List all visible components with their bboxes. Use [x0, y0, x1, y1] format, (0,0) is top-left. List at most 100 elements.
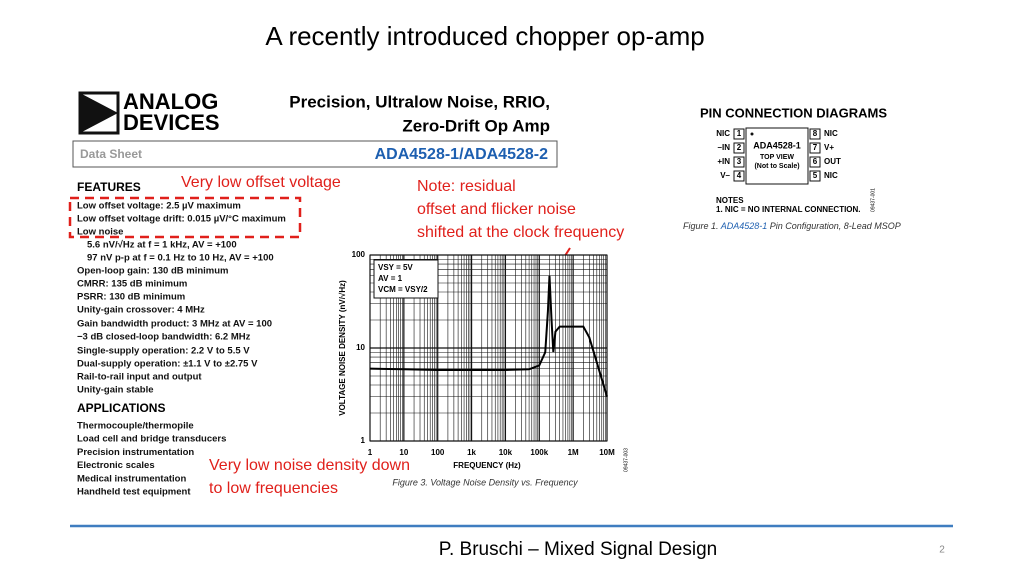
section-title: FEATURES	[77, 180, 141, 194]
header-bar	[72, 140, 558, 168]
feature: Open-loop gain: 130 dB minimum	[77, 266, 228, 277]
chip	[745, 127, 809, 185]
heading: Precision, Ultralow Noise, RRIO,	[289, 92, 550, 111]
feature: −3 dB closed-loop bandwidth: 6.2 MHz	[77, 332, 251, 343]
pin-number: 4	[737, 171, 742, 180]
annotation: Note: residual	[417, 178, 516, 195]
footer-text: P. Bruschi – Mixed Signal Design	[439, 539, 717, 560]
pin-box	[733, 170, 745, 182]
pin-number: 6	[813, 157, 818, 166]
pin-box	[809, 128, 821, 140]
feature: Low offset voltage: 2.5 µV maximum	[77, 201, 241, 212]
legend-text: AV = 1	[378, 274, 403, 283]
feature: Rail-to-rail input and output	[77, 372, 202, 383]
pin-title: PIN CONNECTION DIAGRAMS	[700, 105, 887, 120]
logo-mark	[80, 93, 118, 133]
y-tick-label: 100	[352, 250, 366, 259]
chip-text: (Not to Scale)	[754, 163, 799, 170]
noise-curve	[369, 275, 608, 397]
x-tick-label: 1	[368, 448, 373, 457]
pin-label: NIC	[824, 171, 838, 180]
feature: 97 nV p-p at f = 0.1 Hz to 10 Hz, AV = +…	[87, 253, 274, 264]
annotation: Very low offset voltage	[181, 174, 341, 191]
pin-number: 7	[813, 143, 818, 152]
feature: Gain bandwidth product: 3 MHz at AV = 10…	[77, 319, 272, 330]
feature: Low noise	[77, 227, 123, 238]
application: Handheld test equipment	[77, 487, 191, 498]
pin-label: V+	[824, 143, 834, 152]
logo-frame	[78, 91, 120, 135]
pin-box	[733, 128, 745, 140]
x-tick-label: 10M	[599, 448, 615, 457]
feature: Single-supply operation: 2.2 V to 5.5 V	[77, 346, 250, 357]
caption-part: Pin Configuration, 8-Lead MSOP	[767, 221, 901, 231]
chip-text: ADA4528-1	[753, 140, 801, 150]
y-tick-label: 1	[361, 436, 366, 445]
application: Thermocouple/thermopile	[77, 421, 194, 432]
heading: Zero-Drift Op Amp	[402, 116, 550, 135]
pin-box	[733, 156, 745, 168]
pin-label: OUT	[824, 157, 841, 166]
part-number: ADA4528-1/ADA4528-2	[375, 146, 549, 163]
application: Electronic scales	[77, 460, 155, 471]
feature: PSRR: 130 dB minimum	[77, 292, 185, 303]
note: 1. NIC = NO INTERNAL CONNECTION.	[716, 205, 861, 214]
x-tick-label: 1k	[467, 448, 476, 457]
x-axis-label: FREQUENCY (Hz)	[453, 461, 521, 470]
page-number: 2	[939, 545, 945, 556]
feature: CMRR: 135 dB minimum	[77, 279, 187, 290]
datasheet-label: Data Sheet	[80, 147, 142, 161]
application: Medical instrumentation	[77, 473, 186, 484]
y-tick-label: 10	[356, 343, 365, 352]
figure-caption: Figure 3. Voltage Noise Density vs. Freq…	[392, 477, 578, 487]
pin-box	[809, 142, 821, 154]
logo-text: ANALOG	[123, 89, 218, 114]
legend-box	[373, 259, 439, 299]
notes-title: NOTES	[716, 196, 744, 205]
x-tick-label: 10	[399, 448, 408, 457]
feature: Unity-gain stable	[77, 385, 154, 396]
pin-number: 8	[813, 129, 818, 138]
feature: Unity-gain crossover: 4 MHz	[77, 305, 205, 316]
pin-box	[733, 142, 745, 154]
y-axis-label: VOLTAGE NOISE DENSITY (nV/√Hz)	[338, 280, 347, 416]
legend-text: VSY = 5V	[378, 263, 413, 272]
feature: Low offset voltage drift: 0.015 µV/°C ma…	[77, 214, 286, 225]
logo-text: DEVICES	[123, 110, 220, 135]
application: Precision instrumentation	[77, 447, 194, 458]
pin-box	[809, 156, 821, 168]
annotation: Very low noise density down	[209, 457, 410, 474]
application: Load cell and bridge transducers	[77, 434, 226, 445]
pin-label: NIC	[716, 129, 730, 138]
pin-number: 1	[737, 129, 742, 138]
pin-box	[809, 170, 821, 182]
caption-part: Figure 1.	[683, 221, 721, 231]
pin-number: 2	[737, 143, 742, 152]
x-tick-label: 100	[431, 448, 445, 457]
annotation: offset and flicker noise	[417, 201, 576, 218]
feature: 5.6 nV/√Hz at f = 1 kHz, AV = +100	[87, 240, 237, 251]
pin-label: NIC	[824, 129, 838, 138]
highlight-box	[68, 196, 302, 239]
chip-text: TOP VIEW	[760, 154, 794, 161]
section-title: APPLICATIONS	[77, 401, 165, 415]
x-tick-label: 1M	[568, 448, 579, 457]
slide-title: A recently introduced chopper op-amp	[265, 21, 704, 51]
pin1-dot	[750, 132, 754, 136]
legend-text: VCM = VSY/2	[378, 285, 428, 294]
annotation: shifted at the clock frequency	[417, 224, 624, 241]
x-tick-label: 10k	[499, 448, 513, 457]
pin-label: V–	[720, 171, 730, 180]
feature: Dual-supply operation: ±1.1 V to ±2.75 V	[77, 359, 258, 370]
pin-label: +IN	[717, 157, 730, 166]
pin-number: 3	[737, 157, 742, 166]
figure-code: 09437-001	[870, 188, 876, 212]
annotation: to low frequencies	[209, 480, 338, 497]
pin-number: 5	[813, 171, 818, 180]
pin-label: –IN	[718, 143, 731, 152]
figure-code: 09437-003	[623, 448, 629, 472]
figure-caption: Figure 1. ADA4528-1 Pin Configuration, 8…	[683, 221, 901, 231]
caption-part: ADA4528-1	[720, 221, 768, 231]
x-tick-label: 100k	[530, 448, 548, 457]
